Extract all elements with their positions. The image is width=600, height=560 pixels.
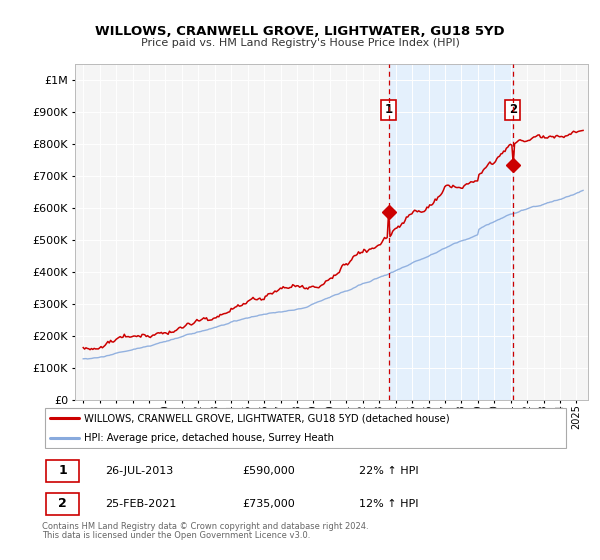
Text: 12% ↑ HPI: 12% ↑ HPI xyxy=(359,499,418,509)
Text: WILLOWS, CRANWELL GROVE, LIGHTWATER, GU18 5YD (detached house): WILLOWS, CRANWELL GROVE, LIGHTWATER, GU1… xyxy=(84,413,450,423)
FancyBboxPatch shape xyxy=(46,493,79,515)
Text: HPI: Average price, detached house, Surrey Heath: HPI: Average price, detached house, Surr… xyxy=(84,433,334,443)
Text: 1: 1 xyxy=(385,103,393,116)
Text: £590,000: £590,000 xyxy=(242,466,295,476)
Text: £735,000: £735,000 xyxy=(242,499,295,509)
Text: WILLOWS, CRANWELL GROVE, LIGHTWATER, GU18 5YD: WILLOWS, CRANWELL GROVE, LIGHTWATER, GU1… xyxy=(95,25,505,38)
Text: 2: 2 xyxy=(58,497,67,510)
Text: Contains HM Land Registry data © Crown copyright and database right 2024.: Contains HM Land Registry data © Crown c… xyxy=(42,522,368,531)
FancyBboxPatch shape xyxy=(44,408,566,448)
FancyBboxPatch shape xyxy=(46,460,79,482)
Text: 26-JUL-2013: 26-JUL-2013 xyxy=(106,466,173,476)
Text: 25-FEB-2021: 25-FEB-2021 xyxy=(106,499,177,509)
Text: Price paid vs. HM Land Registry's House Price Index (HPI): Price paid vs. HM Land Registry's House … xyxy=(140,38,460,48)
Bar xyxy=(389,64,512,400)
Text: 22% ↑ HPI: 22% ↑ HPI xyxy=(359,466,418,476)
Text: This data is licensed under the Open Government Licence v3.0.: This data is licensed under the Open Gov… xyxy=(42,531,310,540)
Text: 2: 2 xyxy=(509,103,517,116)
Text: 1: 1 xyxy=(58,464,67,477)
